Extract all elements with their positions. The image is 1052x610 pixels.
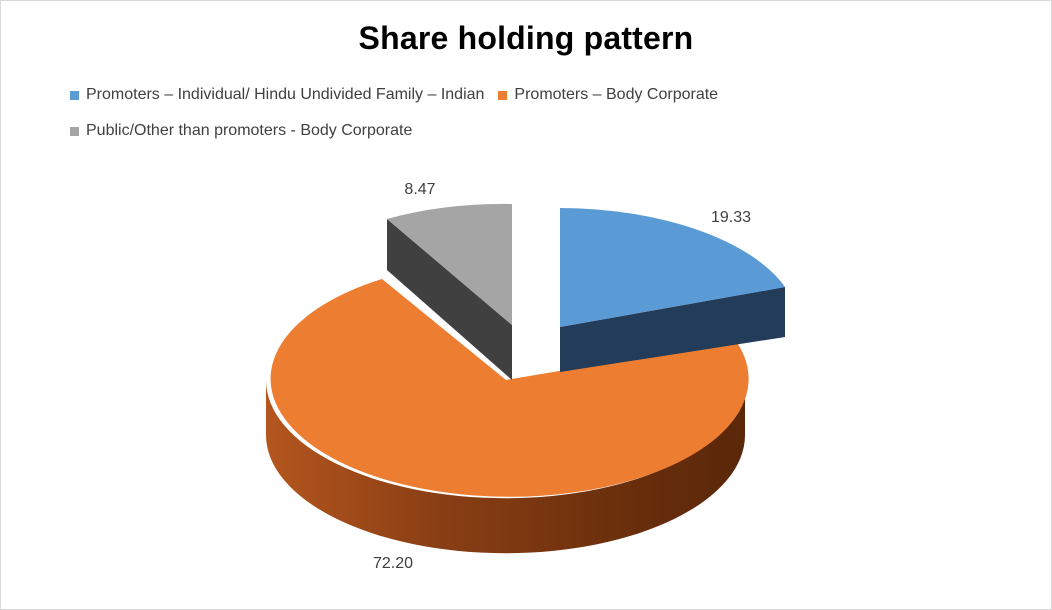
slice-public-body-corporate [387, 203, 512, 380]
legend-item-promoters-body-corporate: Promoters – Body Corporate [498, 86, 718, 104]
slice-promoters-individual-side [560, 287, 785, 372]
legend-item-promoters-individual: Promoters – Individual/ Hindu Undivided … [70, 86, 484, 104]
legend-item-public-body-corporate: Public/Other than promoters - Body Corpo… [70, 122, 412, 140]
data-label-promoters-body-corporate: 72.20 [373, 555, 413, 572]
legend-swatch-public-body-corporate [70, 126, 79, 136]
slice-public-body-corporate-top [387, 203, 512, 325]
data-label-public-body-corporate: 8.47 [404, 181, 435, 198]
legend-label-promoters-body-corporate: Promoters – Body Corporate [514, 86, 719, 103]
slice-promoters-individual-top [560, 208, 785, 327]
legend-swatch-promoters-individual [70, 90, 79, 100]
legend-row-2: Public/Other than promoters - Body Corpo… [70, 122, 426, 140]
slice-promoters-body-corporate-side [266, 380, 745, 554]
legend-label-promoters-individual: Promoters – Individual/ Hindu Undivided … [86, 86, 485, 103]
legend-swatch-promoters-body-corporate [498, 90, 508, 100]
slice-promoters-body-corporate [266, 279, 749, 554]
slice-promoters-individual [560, 208, 785, 372]
chart-title: Share holding pattern [358, 20, 694, 56]
legend-label-public-body-corporate: Public/Other than promoters - Body Corpo… [86, 122, 413, 139]
data-label-promoters-individual: 19.33 [711, 209, 751, 226]
legend-row-1: Promoters – Individual/ Hindu Undivided … [70, 86, 732, 104]
slice-promoters-body-corporate-top [270, 279, 749, 497]
slice-public-body-corporate-side-face [387, 219, 512, 380]
